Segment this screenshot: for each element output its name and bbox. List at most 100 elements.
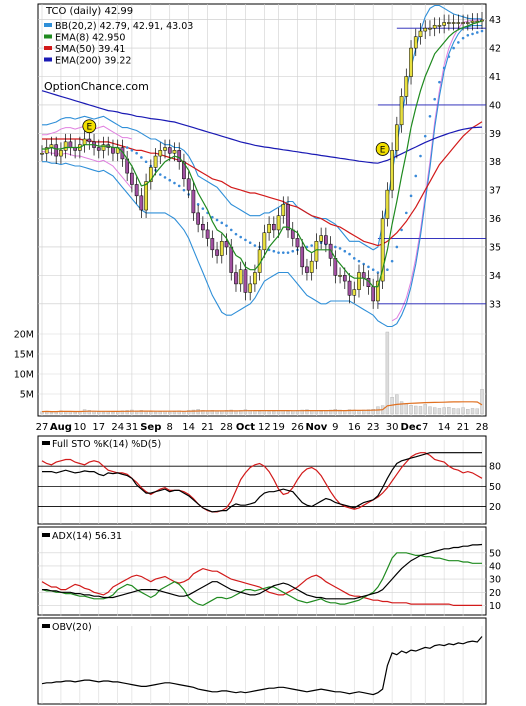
di-minus-line [41, 567, 482, 606]
volume-bar [442, 407, 446, 415]
ema200-line [41, 90, 483, 164]
psar-dot [343, 249, 347, 253]
legend-swatch [44, 23, 52, 27]
volume-bar [366, 409, 371, 415]
psar-dot [376, 271, 380, 274]
volume-bar [470, 408, 475, 415]
volume-bar [130, 409, 134, 415]
obv-panel-frame [37, 617, 487, 705]
candle-body [333, 258, 338, 276]
psar-dot [457, 41, 460, 44]
volume-bar [172, 411, 177, 415]
candle-body [404, 76, 409, 97]
candle-body [196, 212, 200, 225]
date-tick-label: Oct [236, 422, 255, 433]
stochastic-panel: 80 50 20 Full STO %K(14) %D(5) [37, 435, 501, 525]
price-tick-label: 35 [489, 242, 501, 253]
volume-bar [87, 410, 92, 415]
date-tick-label: 17 [92, 422, 105, 433]
volume-bar [111, 411, 115, 415]
legend-swatch [44, 46, 52, 50]
candle-body [324, 235, 328, 245]
panel-tick-label: 20 [489, 588, 501, 599]
candle-body [352, 289, 357, 296]
volume-bar [314, 410, 319, 415]
candle-body [319, 235, 323, 242]
adx-label: ADX(14) 56.31 [52, 531, 122, 542]
candle-body [82, 138, 87, 145]
volume-tick-label: 10M [14, 370, 34, 381]
date-tick-label: 28 [220, 422, 233, 433]
psar-dot [409, 194, 413, 198]
candle-body [328, 243, 333, 259]
volume-bar [73, 411, 77, 415]
volume-bar [423, 404, 427, 415]
candle-body [281, 204, 286, 216]
volume-bar [97, 411, 101, 415]
psar-dot [229, 228, 233, 232]
volume-bar [267, 411, 271, 415]
volume-bar [286, 411, 290, 415]
candle-body [314, 241, 319, 262]
candle-body [338, 275, 342, 277]
candle-body [139, 195, 144, 211]
obv-line [41, 636, 483, 696]
earnings-marker-label: E [380, 145, 386, 155]
volume-bar [409, 405, 413, 415]
volume-bar [139, 410, 144, 415]
psar-dot [220, 221, 224, 225]
earnings-marker [375, 142, 390, 156]
volume-tick-label: 20M [14, 330, 34, 341]
psar-dot [433, 97, 436, 101]
psar-dot [395, 245, 399, 249]
candle-body [361, 272, 366, 279]
stochastic-series: 80 50 20 [38, 440, 501, 524]
psar-dot [234, 232, 238, 236]
psar-dot [452, 46, 455, 50]
price-grid [38, 4, 486, 416]
candle-body [428, 27, 432, 30]
volume-bar [480, 389, 484, 415]
date-tick-label: 23 [367, 422, 380, 433]
volume-bar [125, 410, 129, 415]
candle-body [234, 272, 238, 285]
date-tick-label: 26 [291, 422, 304, 433]
earnings-marker-label: E [86, 123, 92, 133]
candle-body [347, 280, 352, 296]
psar-dot [140, 156, 143, 159]
bollinger-inner-late [391, 19, 482, 322]
candle-body [470, 20, 475, 23]
date-tick-label: 12 [258, 422, 271, 433]
volume-bar [106, 411, 110, 415]
candle-body [224, 241, 229, 248]
volume-bar [456, 408, 461, 415]
volume-bar [262, 410, 267, 415]
candle-body [148, 167, 153, 182]
psar-dot [348, 252, 351, 256]
candle-body [300, 246, 305, 268]
candle-body [210, 238, 215, 251]
volume-bar [272, 411, 276, 415]
candle-body [423, 27, 428, 32]
candle-body [191, 189, 196, 214]
price-tick-label: 43 [489, 15, 501, 26]
psar-dot [475, 31, 479, 34]
volume-bar [243, 409, 248, 415]
volume-bar [461, 407, 465, 415]
volume-bar [257, 411, 262, 415]
candle-body [144, 181, 148, 211]
psar-dot [442, 66, 446, 70]
candle-body [295, 238, 300, 248]
date-tick-label: Aug [50, 422, 72, 433]
candle-body [186, 178, 191, 191]
volume-bar [437, 408, 442, 415]
candle-body [229, 246, 234, 273]
date-tick-label: 21 [201, 422, 214, 433]
psar-dot [310, 244, 313, 247]
adx-line [42, 543, 483, 600]
candle-body [87, 138, 92, 143]
panel-tick-label: 80 [489, 462, 501, 473]
psar-dot [471, 32, 474, 36]
candle-body [153, 155, 158, 168]
